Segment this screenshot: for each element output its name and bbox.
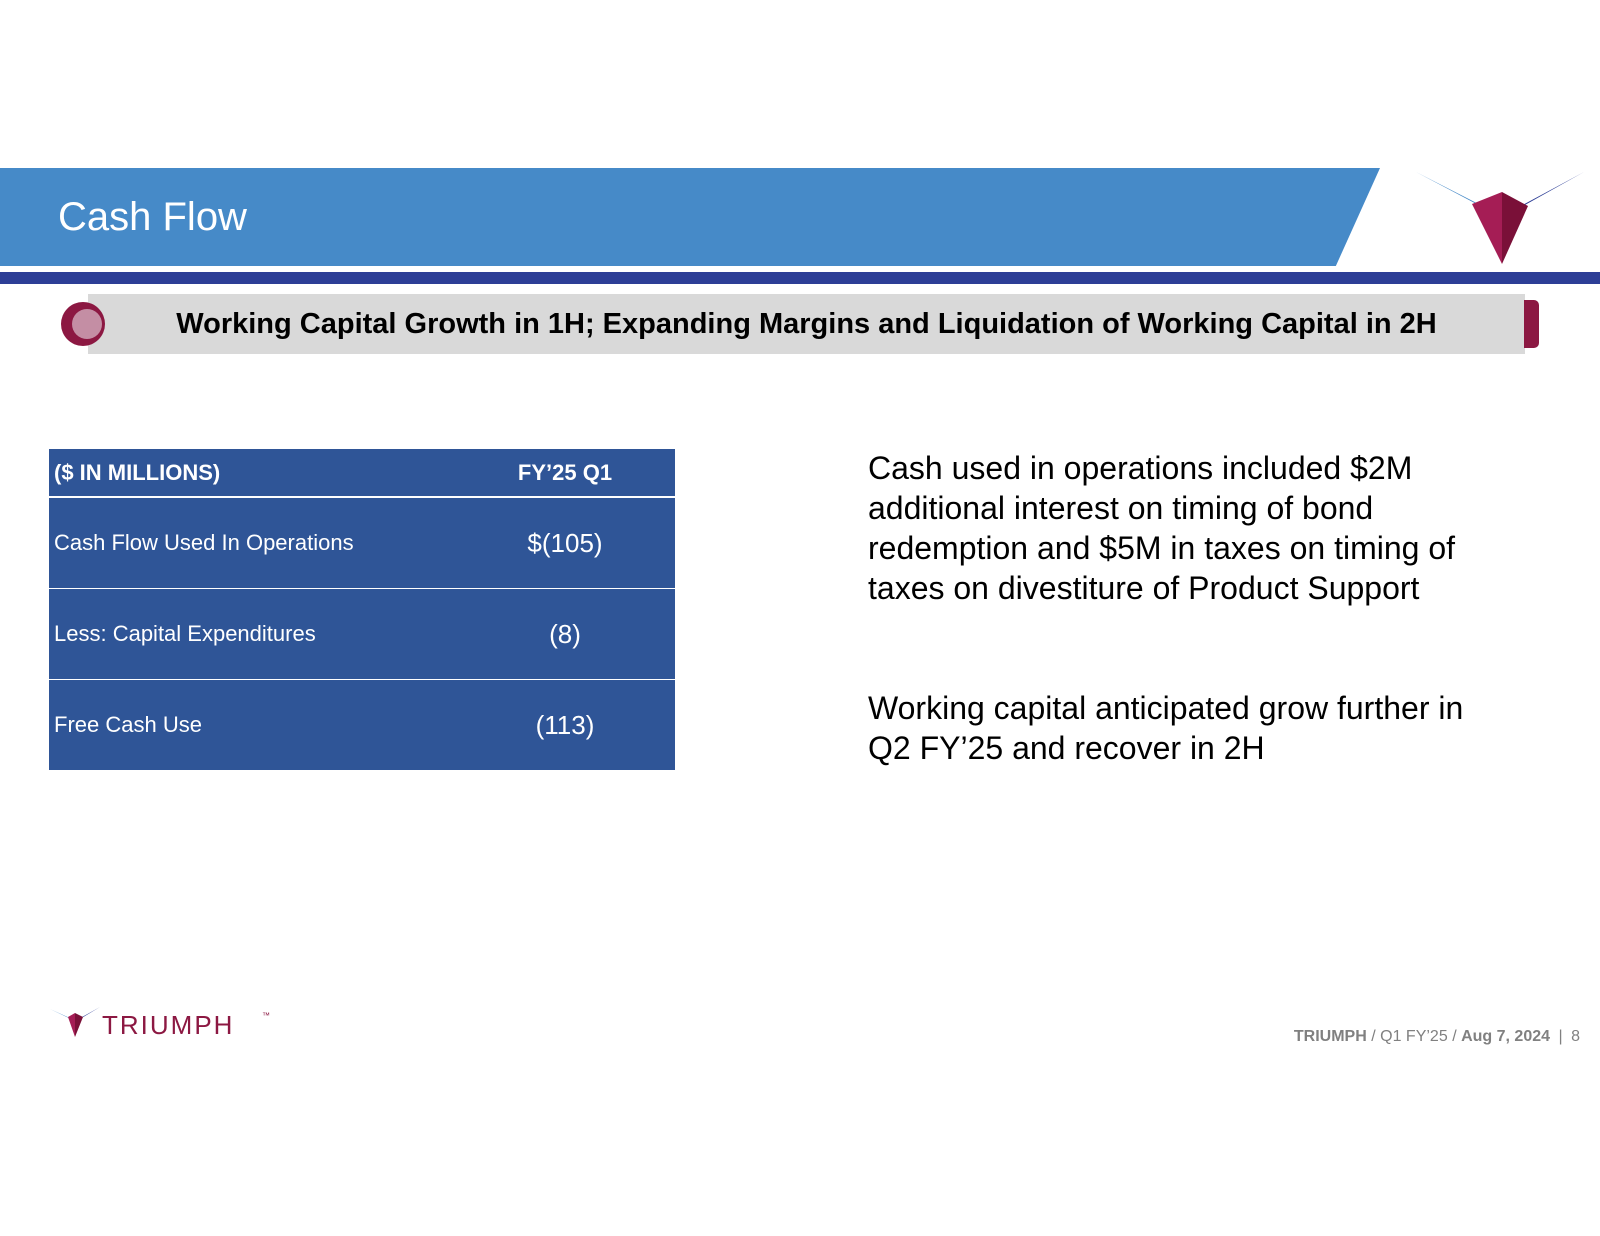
triumph-mark-icon	[1416, 172, 1584, 264]
table-row: Cash Flow Used In Operations $(105)	[49, 497, 675, 589]
page-number: 8	[1571, 1028, 1580, 1045]
table-header-row: ($ IN MILLIONS) FY’25 Q1	[49, 449, 675, 498]
footer-meta: TRIUMPH / Q1 FY’25 / Aug 7, 2024 | 8	[1294, 1028, 1580, 1046]
mark-right-tail	[1502, 192, 1528, 264]
footer-company: TRIUMPH	[1293, 1028, 1367, 1045]
commentary-paragraph: Working capital anticipated grow further…	[868, 690, 1464, 766]
footer-slash: /	[1452, 1028, 1457, 1045]
column-header-label: ($ IN MILLIONS)	[49, 449, 455, 498]
row-label: Free Cash Use	[54, 712, 202, 737]
header-band	[0, 168, 1380, 266]
row-value: (8)	[455, 588, 675, 680]
row-value: (113)	[535, 709, 595, 740]
footer-logo: TRIUMPH ™	[50, 1005, 270, 1041]
page-title: Cash Flow	[58, 195, 247, 239]
table-row: Free Cash Use (113)	[49, 680, 675, 771]
header-rule	[0, 272, 1600, 284]
footer-logo-trademark: ™	[262, 1011, 270, 1020]
row-value: $(105)	[455, 497, 675, 589]
subtitle-banner-cap	[1524, 300, 1539, 348]
row-label: Less: Capital Expenditures	[49, 588, 455, 680]
footer-divider: |	[1558, 1028, 1563, 1045]
commentary-paragraph: Cash used in operations included $2M add…	[868, 450, 1455, 606]
footer-logo-wordmark: TRIUMPH	[102, 1010, 235, 1040]
mark-left-tail	[1472, 192, 1502, 264]
footer-quarter: Q1 FY’25	[1380, 1028, 1448, 1045]
footer-logo-mark-icon	[50, 1007, 100, 1037]
footer-date: Aug 7, 2024	[1461, 1028, 1551, 1045]
row-label: Cash Flow Used In Operations	[49, 497, 455, 589]
column-header-period: FY’25 Q1	[455, 449, 675, 498]
subtitle-bullet-inner	[72, 309, 102, 339]
table-row: Less: Capital Expenditures (8)	[49, 588, 675, 680]
subtitle-text: Working Capital Growth in 1H; Expanding …	[176, 307, 1437, 340]
subtitle-banner	[88, 294, 1525, 354]
footer-slash: /	[1371, 1028, 1376, 1045]
cash-flow-table: ($ IN MILLIONS) FY’25 Q1 Cash Flow Used …	[49, 449, 675, 770]
